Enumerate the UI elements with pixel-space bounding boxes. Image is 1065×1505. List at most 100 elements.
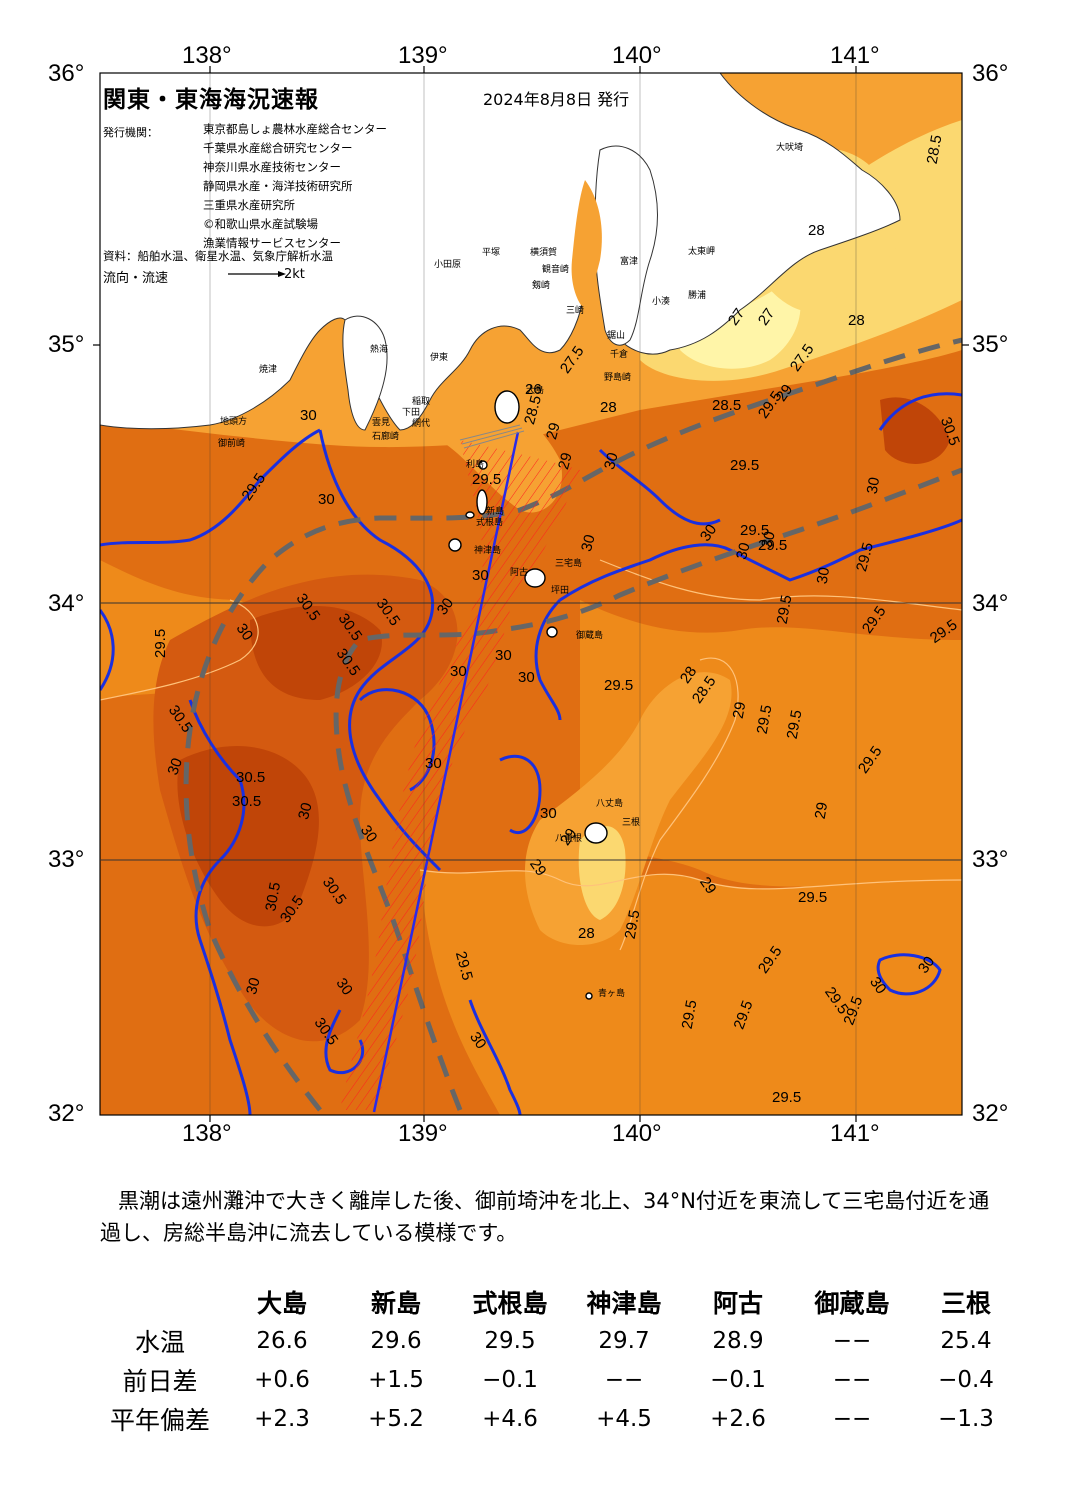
table-cell: +2.6 bbox=[710, 1405, 766, 1432]
zone-30-5-b bbox=[250, 606, 382, 700]
iso-label: 29.5 bbox=[740, 522, 769, 539]
lat-label-right: 34° bbox=[972, 590, 1009, 617]
place-label: 網代 bbox=[412, 417, 430, 429]
zone-30-5 bbox=[177, 746, 319, 927]
iso-label: 30 bbox=[466, 1029, 489, 1052]
place-label: 小田原 bbox=[434, 259, 461, 270]
issuer-item: 漁業情報サービスセンター bbox=[203, 236, 341, 250]
table-cell: 26.6 bbox=[256, 1327, 308, 1354]
island-miyakejima bbox=[524, 568, 546, 588]
lon-label-top: 139° bbox=[398, 42, 448, 69]
observation-table: 大島 新島 式根島 神津島 阿古 御蔵島 三根 水温 26.6 29.6 29.… bbox=[95, 1282, 1023, 1438]
place-label: 千倉 bbox=[610, 348, 628, 360]
iso-label: 28.5 bbox=[924, 134, 946, 166]
table-cell: +0.6 bbox=[254, 1366, 310, 1393]
place-label: 三根 bbox=[622, 816, 640, 828]
place-label: 阿古 bbox=[510, 566, 528, 578]
island-hachijojima bbox=[584, 822, 608, 844]
table-cell: 25.4 bbox=[940, 1327, 992, 1354]
place-label: 平塚 bbox=[482, 247, 500, 258]
place-label: 大島 bbox=[526, 384, 544, 396]
place-label: 石廊崎 bbox=[372, 430, 399, 442]
iso-label: 30 bbox=[434, 595, 457, 618]
lat-label-left: 35° bbox=[48, 331, 85, 358]
table-row: 水温 26.6 29.6 29.5 29.7 28.9 −− 25.4 bbox=[95, 1321, 1023, 1360]
place-label: 八重根 bbox=[555, 832, 582, 844]
oshima-vectors bbox=[459, 424, 525, 449]
table-corner bbox=[95, 1282, 225, 1321]
map-body bbox=[100, 73, 962, 1115]
iso-label: 28 bbox=[848, 312, 865, 329]
place-label: 小湊 bbox=[652, 295, 670, 307]
iso-label: 28 bbox=[808, 222, 825, 239]
table-cell: +5.2 bbox=[368, 1405, 424, 1432]
place-label: 富津 bbox=[620, 255, 638, 267]
place-label: 横須賀 bbox=[530, 246, 557, 258]
summary-text: 黒潮は遠州灘沖で大きく離岸した後、御前埼沖を北上、34°N付近を東流して三宅島付… bbox=[100, 1189, 990, 1245]
legend-unit: 2kt bbox=[284, 267, 305, 282]
place-label: 勝浦 bbox=[688, 289, 706, 301]
table-cell: −0.1 bbox=[710, 1366, 766, 1393]
lon-label-bottom: 139° bbox=[398, 1120, 448, 1147]
table-cell: −1.3 bbox=[938, 1405, 994, 1432]
iso-label: 29 bbox=[730, 701, 750, 720]
iso-label: 29.5 bbox=[784, 709, 806, 741]
iso-label: 28 bbox=[578, 925, 595, 942]
lat-label-left: 36° bbox=[48, 60, 85, 87]
table-cell: 29.5 bbox=[484, 1327, 536, 1354]
zone-27-hachijo bbox=[578, 826, 626, 920]
iso-label: 30 bbox=[300, 407, 317, 424]
iso-label: 29.5 bbox=[604, 677, 633, 694]
place-label: 焼津 bbox=[259, 364, 277, 375]
iso-label: 30 bbox=[295, 801, 316, 822]
iso-label: 29 bbox=[555, 451, 576, 472]
column-header: 新島 bbox=[370, 1288, 421, 1318]
island-toshima bbox=[478, 460, 488, 470]
place-label: 青ヶ島 bbox=[598, 987, 625, 999]
table-header-row: 大島 新島 式根島 神津島 阿古 御蔵島 三根 bbox=[95, 1282, 1023, 1321]
place-label: 利島 bbox=[466, 458, 484, 470]
place-label: 三崎 bbox=[566, 304, 584, 316]
iso-label: 30 bbox=[733, 541, 754, 562]
data-sources: 資料：船舶水温、衛星水温、気象庁解析水温 bbox=[103, 249, 333, 263]
row-label: 前日差 bbox=[122, 1366, 198, 1396]
place-label: 下田 bbox=[402, 407, 420, 418]
iso-label: 29 bbox=[543, 421, 564, 442]
place-label: 雲見 bbox=[372, 417, 390, 428]
column-header: 御蔵島 bbox=[814, 1288, 890, 1318]
issuer-item: 静岡県水産・海洋技術研究所 bbox=[203, 179, 353, 193]
isotherm-30-lines bbox=[100, 392, 962, 1115]
place-label: 式根島 bbox=[476, 516, 503, 528]
transect-line bbox=[372, 431, 520, 1113]
iso-label: 29.5 bbox=[853, 541, 877, 574]
iso-label: 30 bbox=[578, 533, 599, 554]
map-frame bbox=[99, 72, 963, 1116]
iso-label: 29.5 bbox=[152, 629, 169, 658]
lat-label-left: 33° bbox=[48, 846, 85, 873]
zone-30-5-east bbox=[880, 397, 950, 464]
land-honshu bbox=[100, 73, 901, 431]
iso-label: 29 bbox=[696, 874, 719, 897]
lon-label-top: 138° bbox=[182, 42, 232, 69]
place-label: 新島 bbox=[486, 505, 504, 517]
zone-28-hachijo bbox=[525, 672, 732, 945]
islands bbox=[448, 390, 608, 1000]
iso-label: 30 bbox=[332, 975, 355, 998]
place-label: 神津島 bbox=[474, 544, 501, 556]
place-labels: 大吠埼 太東岬 富津 勝浦 小湊 鋸山 千倉 野島崎 三崎 横須賀 観音崎 剱崎… bbox=[218, 141, 803, 999]
iso-label: 27 bbox=[725, 305, 748, 328]
row-label: 水温 bbox=[134, 1327, 185, 1357]
issuer-list: 東京都島しょ農林水産総合センター 千葉県水産総合研究センター 神奈川県水産技術セ… bbox=[203, 120, 387, 253]
table-row: 平年偏差 +2.3 +5.2 +4.6 +4.5 +2.6 −− −1.3 bbox=[95, 1399, 1023, 1438]
place-label: 坪田 bbox=[551, 585, 569, 596]
island-niijima bbox=[476, 489, 488, 515]
current-vectors bbox=[340, 440, 580, 1110]
table-row: 前日差 +0.6 +1.5 −0.1 −− −0.1 −− −0.4 bbox=[95, 1360, 1023, 1399]
place-label: 御前崎 bbox=[218, 437, 245, 449]
lon-label-bottom: 138° bbox=[182, 1120, 232, 1147]
place-label: 観音崎 bbox=[542, 263, 569, 275]
table-cell: 29.6 bbox=[370, 1327, 422, 1354]
iso-label: 30 bbox=[425, 755, 442, 772]
lon-label-bottom: 140° bbox=[612, 1120, 662, 1147]
island-shikinejima bbox=[465, 511, 475, 519]
